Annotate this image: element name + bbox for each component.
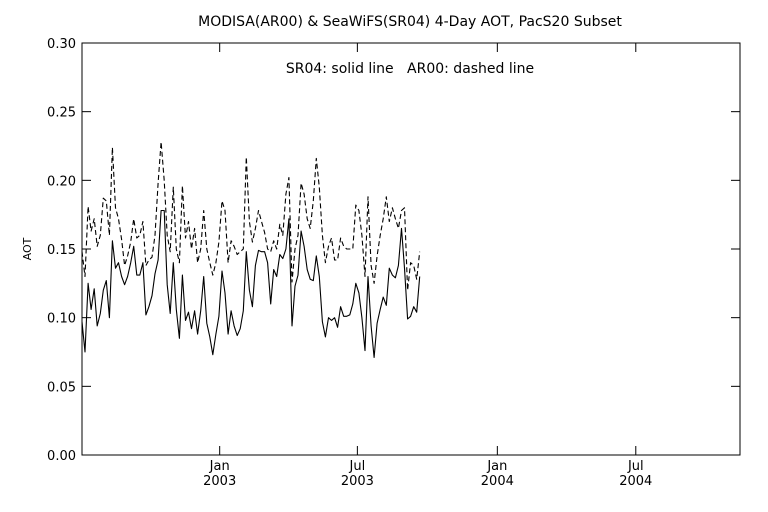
x-tick-year-label: 2003 bbox=[203, 474, 236, 489]
x-tick-month-label: Jul bbox=[627, 459, 644, 474]
series-layer bbox=[81, 141, 421, 359]
y-tick-label: 0.15 bbox=[47, 243, 76, 258]
x-tick-month-label: Jan bbox=[486, 459, 507, 474]
plot-frame bbox=[81, 42, 741, 456]
x-tick-month-label: Jul bbox=[349, 459, 366, 474]
y-tick-label: 0.10 bbox=[47, 312, 76, 327]
y-tick-label: 0.05 bbox=[47, 380, 76, 395]
y-tick-label: 0.30 bbox=[47, 37, 76, 52]
series-legend-annotation: SR04: solid line AR00: dashed line bbox=[286, 61, 534, 77]
x-tick-year-label: 2004 bbox=[481, 474, 514, 489]
y-axis-label: AOT bbox=[21, 237, 34, 260]
chart-title: MODISA(AR00) & SeaWiFS(SR04) 4-Day AOT, … bbox=[198, 14, 622, 30]
x-tick-year-label: 2004 bbox=[619, 474, 652, 489]
series-line-ar00 bbox=[81, 141, 421, 291]
y-axis: 0.00 0.05 0.10 0.15 0.20 0.25 0.30 bbox=[47, 37, 740, 464]
y-tick-label: 0.00 bbox=[47, 449, 76, 464]
y-tick-label: 0.25 bbox=[47, 106, 76, 121]
x-tick-year-label: 2003 bbox=[341, 474, 374, 489]
y-tick-label: 0.20 bbox=[47, 174, 76, 189]
series-line-sr04 bbox=[81, 209, 421, 359]
x-tick-month-label: Jan bbox=[209, 459, 230, 474]
